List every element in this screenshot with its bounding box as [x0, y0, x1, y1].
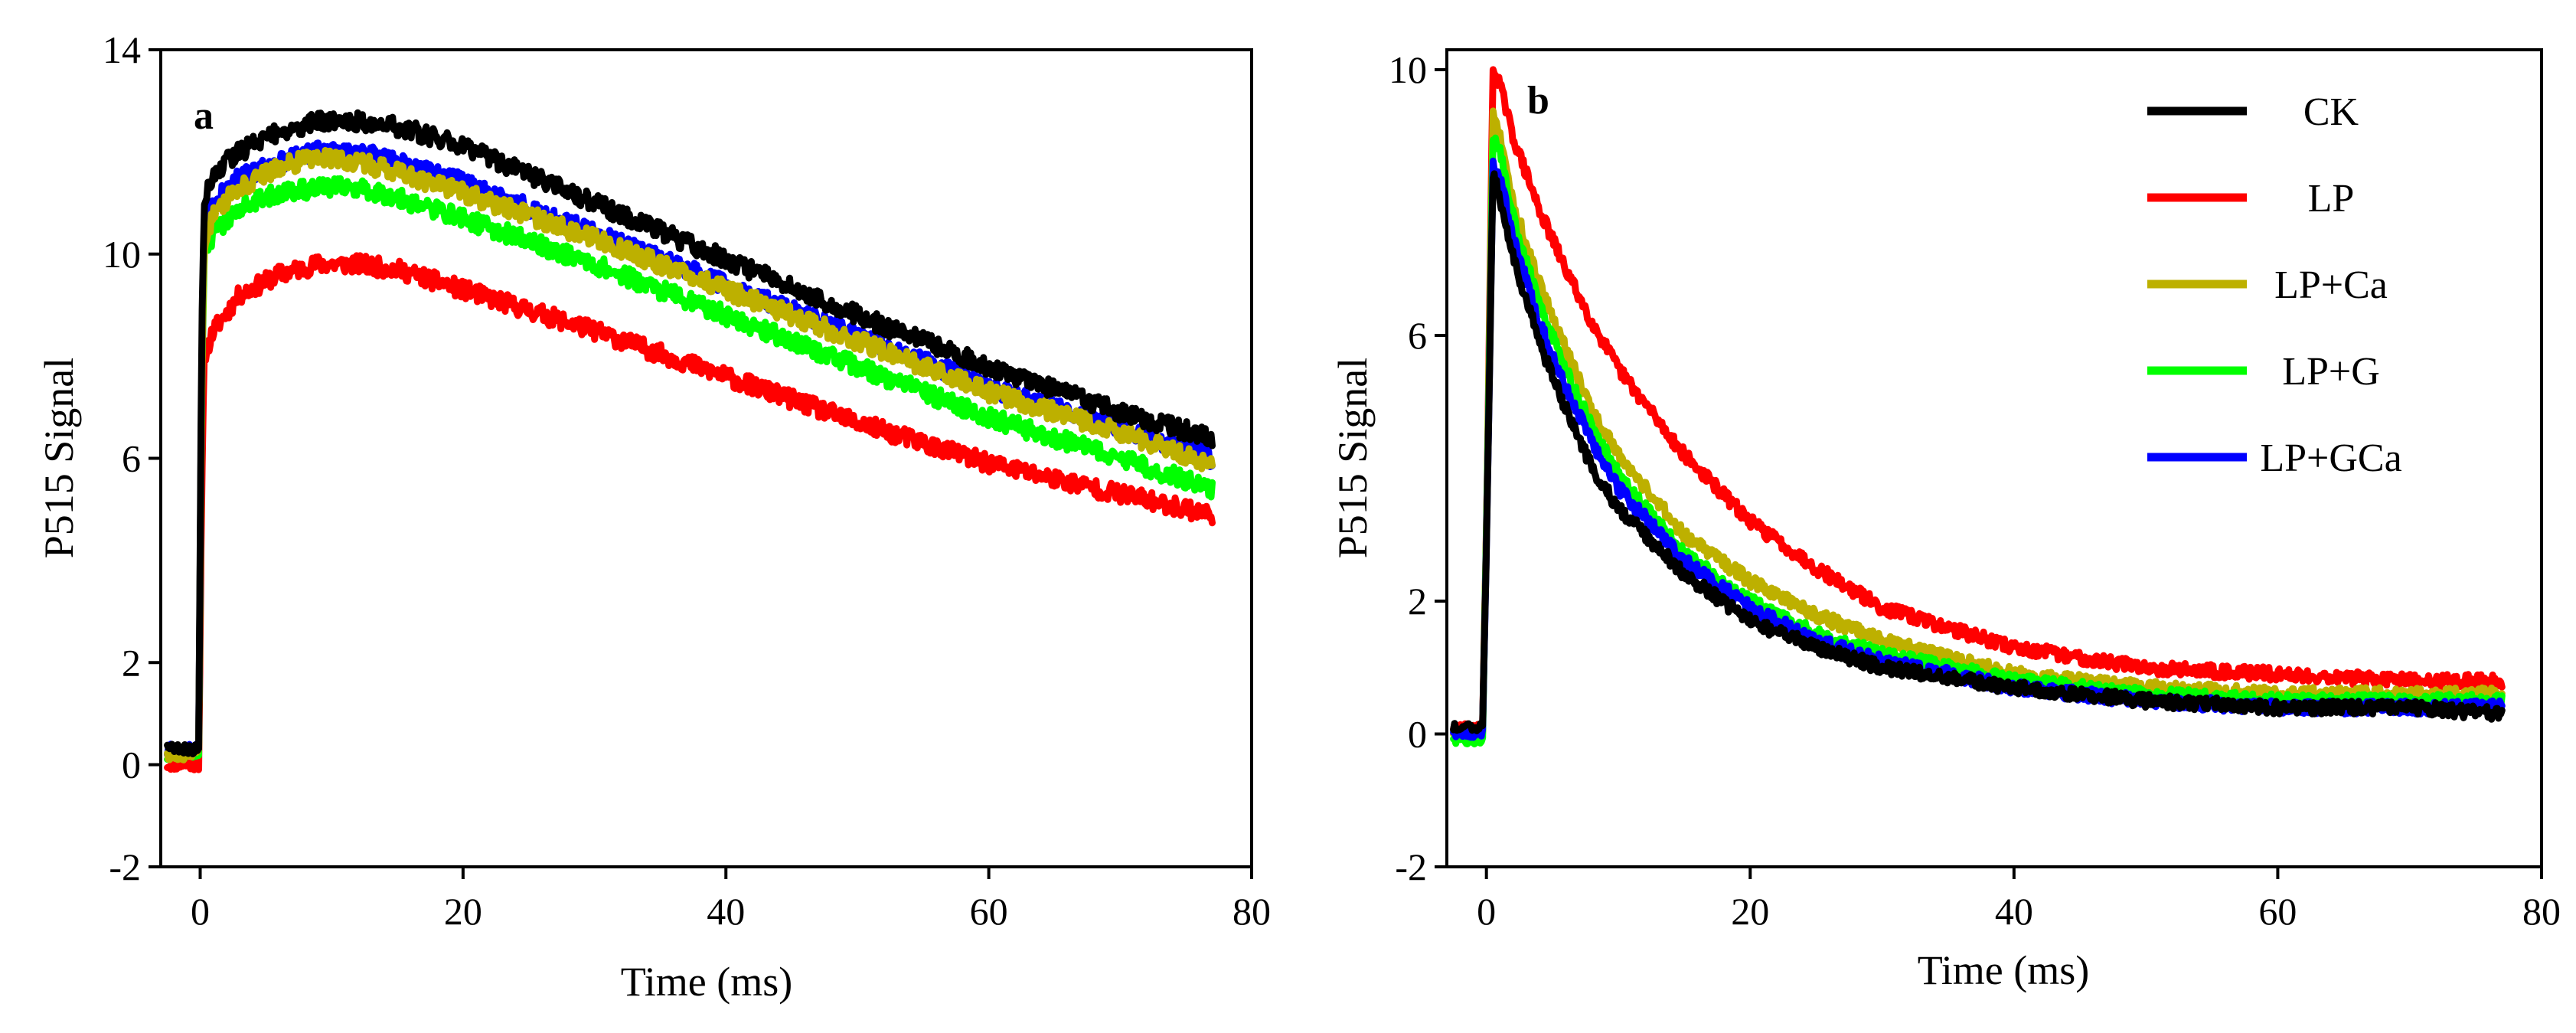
panel-a-x-tick-label: 20: [444, 890, 482, 933]
legend-label-lp: LP: [2308, 177, 2355, 221]
panel-a-x-tick-label: 60: [970, 890, 1008, 933]
panel-b-x-tick-label: 0: [1477, 890, 1496, 933]
panel-a-series-lp-plus-ca: [164, 147, 1216, 763]
panel-b-y-tick-label: 6: [1408, 314, 1427, 357]
panel-b-chart: 0 20 40 60 80 -2 0 2 6 10 b Time (ms) P515 Signal…: [1330, 48, 2561, 993]
panel-a-y-tick-label: 0: [122, 744, 141, 786]
panel-b-plot-frame: [1445, 48, 2543, 868]
panel-b-x-tick-label: 40: [1995, 890, 2033, 933]
panel-b-x-tick-label: 20: [1731, 890, 1769, 933]
panel-a-y-tick-label: 10: [103, 233, 141, 276]
legend-label-lp-plus-g: LP+G: [2282, 350, 2380, 394]
panel-a-y-tick-label: 14: [103, 28, 141, 71]
panel-b-series: [1450, 66, 2506, 747]
panel-b-letter: b: [1527, 79, 1549, 123]
panel-a-x-tick-label: 40: [707, 890, 745, 933]
panel-a-letter: a: [194, 94, 214, 138]
panel-b-y-tick-label: 0: [1408, 713, 1427, 756]
panel-a-y-tick-label: 2: [122, 641, 141, 684]
panel-a-plot-frame: [159, 48, 1253, 868]
panel-b-legend: CK LP LP+Ca LP+G LP+GCa: [2147, 90, 2402, 480]
panel-b-series-ck: [1450, 170, 2506, 734]
panel-a-ticks: 0 20 40 60 80 -2 0 2 6 10 14: [103, 28, 1271, 933]
panel-a-series-ck: [164, 109, 1216, 757]
panel-b-y-axis-title: P515 Signal: [1330, 358, 1376, 559]
panel-b-ticks: 0 20 40 60 80 -2 0 2 6 10: [1389, 48, 2561, 933]
panel-a-y-axis-title: P515 Signal: [36, 358, 82, 559]
panel-a-x-tick-label: 80: [1232, 890, 1271, 933]
panel-b-x-tick-label: 80: [2522, 890, 2561, 933]
panel-b-x-tick-label: 60: [2258, 890, 2297, 933]
panel-b-y-tick-label: -2: [1395, 845, 1427, 888]
panel-b-y-tick-label: 2: [1408, 580, 1427, 623]
legend-label-lp-plus-gca: LP+GCa: [2260, 436, 2401, 480]
panel-b-x-axis-title: Time (ms): [1918, 947, 2090, 993]
legend-label-lp-plus-ca: LP+Ca: [2274, 263, 2388, 307]
panel-a-x-tick-label: 0: [191, 890, 210, 933]
panel-a-series: [164, 109, 1216, 773]
panel-a-chart: 0 20 40 60 80 -2 0 2 6 10 14 a Time (ms) P515 Sign…: [36, 28, 1271, 1005]
panel-a-series-lp: [164, 252, 1216, 773]
panel-b-series-lp: [1450, 66, 2506, 735]
panel-a-series-lp-plus-g: [164, 175, 1216, 763]
legend-label-ck: CK: [2303, 90, 2359, 134]
panel-b-y-tick-label: 10: [1389, 48, 1427, 91]
panel-a-y-tick-label: -2: [109, 845, 141, 888]
panel-a-x-axis-title: Time (ms): [621, 959, 793, 1005]
panel-a-y-tick-label: 6: [122, 437, 141, 480]
